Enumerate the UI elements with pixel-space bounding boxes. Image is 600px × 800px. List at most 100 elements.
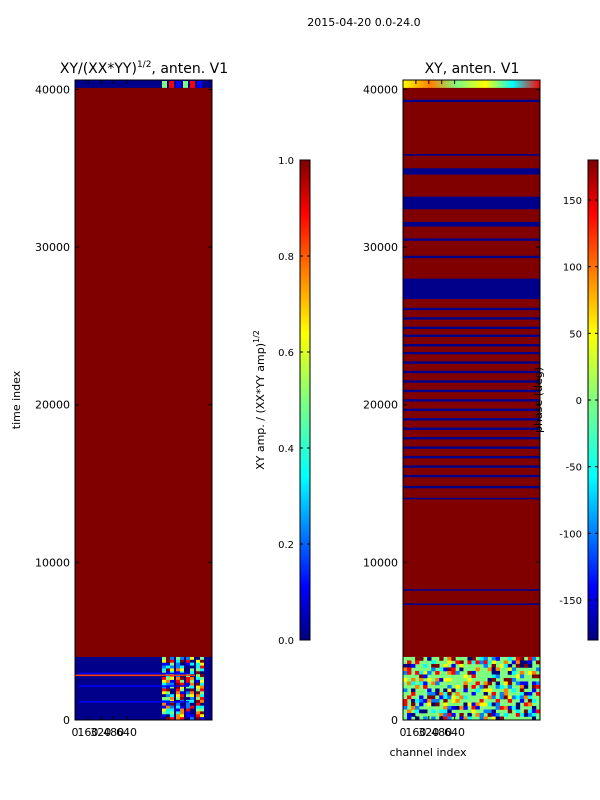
x-tick-label: 160 [405, 726, 426, 739]
x-tick-label: 480 [431, 726, 452, 739]
right-phase-cell [407, 709, 412, 714]
left-noise-cell [196, 659, 200, 664]
x-tick-label: 160 [77, 726, 98, 739]
right-phase-cell [515, 705, 521, 710]
y-tick-label: 20000 [363, 399, 398, 412]
right-phase-cell [467, 677, 472, 682]
right-phase-cell [523, 684, 529, 689]
right-phase-cell [427, 670, 432, 675]
left-noise-cell [200, 688, 204, 692]
right-phase-cell [503, 688, 509, 693]
right-phase-cell [463, 705, 468, 710]
right-phase-cell [511, 660, 517, 665]
left-noise-cell [196, 697, 200, 701]
right-phase-cell [419, 709, 424, 714]
left-noise-cell [186, 717, 190, 721]
right-phase-cell [451, 667, 456, 672]
right-blue-band [403, 455, 540, 459]
right-phase-cell [435, 695, 440, 700]
left-noise-cell [186, 679, 190, 684]
right-phase-cell [423, 684, 428, 689]
right-phase-cell [439, 677, 444, 682]
right-phase-cell [491, 667, 496, 672]
left-noise-cell [162, 714, 166, 718]
right-phase-cell [527, 656, 533, 661]
left-noise-cell [176, 711, 180, 715]
left-noise-cell [170, 685, 174, 689]
right-phase-cell [447, 656, 452, 661]
right-phase-cell [439, 691, 444, 696]
left-noise-cell [166, 694, 170, 698]
right-phase-cell [451, 663, 456, 668]
left-colorbar-gradient [299, 159, 311, 641]
right-blue-band [403, 361, 540, 364]
left-noise-cell [186, 708, 190, 712]
left-noise-cell [170, 702, 174, 707]
left-noise-cell [186, 711, 190, 715]
left-noise-cell [190, 717, 194, 721]
right-phase-cell [447, 705, 452, 710]
left-noise-cell [196, 674, 200, 678]
left-noise-cell [162, 717, 166, 721]
right-phase-cell [527, 695, 533, 700]
left-noise-cell [190, 679, 194, 684]
left-noise-cell [196, 662, 200, 667]
right-phase-cell [447, 667, 452, 672]
left-noise-cell [200, 662, 204, 667]
left-noise-cell [196, 682, 200, 687]
right-phase-cell [535, 656, 541, 661]
left-noise-cell [176, 688, 180, 692]
right-phase-cell [407, 667, 412, 672]
right-phase-cell [527, 698, 533, 703]
right-phase-cell [479, 670, 484, 675]
left-noise-cell [200, 702, 204, 707]
left-noise-cell [170, 688, 174, 692]
left-noise-cell [166, 677, 170, 681]
right-phase-cell [439, 667, 444, 672]
right-colorbar-ticks: -150 -100 -50 0 50 100 150 [559, 196, 598, 607]
left-noise-cell [200, 665, 204, 669]
right-phase-cell [503, 660, 509, 665]
right-phase-cell [427, 677, 432, 682]
left-noise-cell [162, 682, 166, 687]
right-phase-cell [515, 681, 521, 686]
right-phase-cell [435, 670, 440, 675]
right-phase-cell [479, 702, 484, 707]
right-phase-cell [471, 660, 476, 665]
y-tick-label: 30000 [35, 241, 70, 254]
left-noise-cell [196, 665, 200, 669]
left-noise-cell [162, 702, 166, 707]
left-noise-cell [190, 699, 194, 704]
right-phase-cell [483, 663, 488, 668]
right-phase-cell [487, 667, 492, 672]
right-phase-cell [443, 709, 448, 714]
right-blue-band [403, 317, 540, 320]
right-phase-cell [511, 677, 517, 682]
left-noise-cell [170, 708, 174, 712]
right-blue-band [403, 221, 540, 227]
right-phase-cell [451, 698, 456, 703]
right-phase-cell [511, 688, 517, 693]
right-phase-cell [535, 667, 541, 672]
right-phase-cell [431, 695, 436, 700]
y-tick-label: 20000 [35, 399, 70, 412]
right-phase-cell [423, 698, 428, 703]
right-phase-cell [475, 712, 480, 717]
left-noise-cell [190, 659, 194, 664]
right-phase-cell [519, 681, 525, 686]
right-phase-cell [447, 712, 452, 717]
right-phase-cell [495, 681, 501, 686]
left-noise-cell [166, 685, 170, 689]
right-phase-cell [507, 681, 513, 686]
right-phase-cell [443, 688, 448, 693]
right-phase-cell [471, 656, 476, 661]
left-noise-cell [166, 679, 170, 684]
colorbar-tick-label: 0.4 [278, 444, 294, 455]
right-phase-cell [523, 695, 529, 700]
left-noise-cell [190, 702, 194, 707]
right-phase-cell [535, 684, 541, 689]
right-phase-cell [451, 712, 456, 717]
left-noise-cell [186, 677, 190, 681]
right-phase-cell [463, 674, 468, 679]
